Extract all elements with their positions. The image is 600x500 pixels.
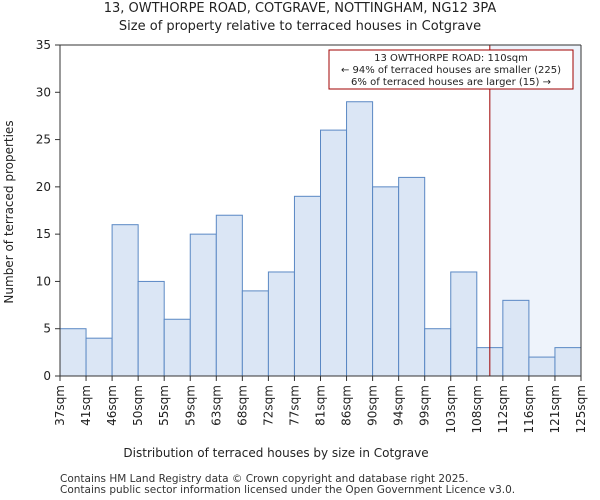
y-axis-label: Number of terraced properties — [2, 120, 16, 303]
y-tick-label: 10 — [36, 274, 51, 288]
annotation-line-3: 6% of terraced houses are larger (15) → — [351, 77, 551, 88]
x-tick-label: 41sqm — [79, 385, 93, 426]
bar-72sqm — [267, 271, 295, 377]
x-tick-label: 50sqm — [131, 385, 145, 426]
x-tick-label: 121sqm — [548, 385, 562, 433]
bar-90sqm — [372, 186, 400, 377]
chart-title: 13, OWTHORPE ROAD, COTGRAVE, NOTTINGHAM,… — [103, 1, 497, 16]
chart-subtitle: Size of property relative to terraced ho… — [118, 19, 482, 34]
bar-37sqm — [59, 328, 87, 377]
annotation-line-2: ← 94% of terraced houses are smaller (22… — [341, 65, 561, 76]
x-tick-label: 46sqm — [105, 385, 119, 426]
x-tick-label: 116sqm — [522, 385, 536, 433]
y-tick-label: 0 — [43, 369, 51, 383]
x-tick-label: 81sqm — [314, 385, 328, 426]
x-tick-label: 99sqm — [418, 385, 432, 426]
x-tick-label: 90sqm — [366, 385, 380, 426]
x-tick-label: 103sqm — [444, 385, 458, 433]
x-tick-label: 125sqm — [574, 385, 588, 433]
y-tick-label: 35 — [36, 38, 51, 52]
x-tick-label: 86sqm — [340, 385, 354, 426]
y-tick-label: 20 — [36, 180, 51, 194]
bar-68sqm — [241, 290, 269, 377]
x-tick-label: 94sqm — [392, 385, 406, 426]
bar-86sqm — [346, 101, 374, 377]
y-tick-label: 5 — [43, 322, 51, 336]
bar-59sqm — [189, 233, 217, 377]
annotation-line-1: 13 OWTHORPE ROAD: 110sqm — [374, 53, 528, 64]
bar-103sqm — [450, 271, 478, 377]
footer-line-1: Contains HM Land Registry data © Crown c… — [60, 473, 469, 485]
x-tick-label: 37sqm — [53, 385, 67, 426]
x-tick-label: 72sqm — [261, 385, 275, 426]
x-tick-label: 112sqm — [496, 385, 510, 433]
bar-99sqm — [424, 328, 452, 377]
footer-line-2: Contains public sector information licen… — [60, 484, 516, 496]
bar-112sqm — [502, 299, 530, 377]
y-tick-label: 15 — [36, 227, 51, 241]
y-tick-label: 30 — [36, 85, 51, 99]
x-tick-label: 55sqm — [157, 385, 171, 426]
x-tick-label: 63sqm — [209, 385, 223, 426]
x-tick-label: 108sqm — [470, 385, 484, 433]
bar-81sqm — [320, 129, 348, 377]
annotation-box: 13 OWTHORPE ROAD: 110sqm ← 94% of terrac… — [328, 49, 574, 90]
y-tick-label: 25 — [36, 133, 51, 147]
bar-77sqm — [293, 195, 322, 377]
bar-46sqm — [111, 224, 139, 377]
bar-41sqm — [85, 337, 113, 377]
bar-121sqm — [554, 347, 582, 377]
x-tick-label: 77sqm — [287, 385, 301, 426]
x-tick-label: 59sqm — [183, 385, 197, 426]
bar-63sqm — [215, 214, 243, 377]
bar-50sqm — [137, 280, 165, 377]
x-axis-label: Distribution of terraced houses by size … — [123, 446, 428, 460]
x-tick-label: 68sqm — [235, 385, 249, 426]
bar-116sqm — [528, 356, 556, 377]
bar-55sqm — [163, 318, 191, 377]
bar-94sqm — [398, 176, 426, 377]
